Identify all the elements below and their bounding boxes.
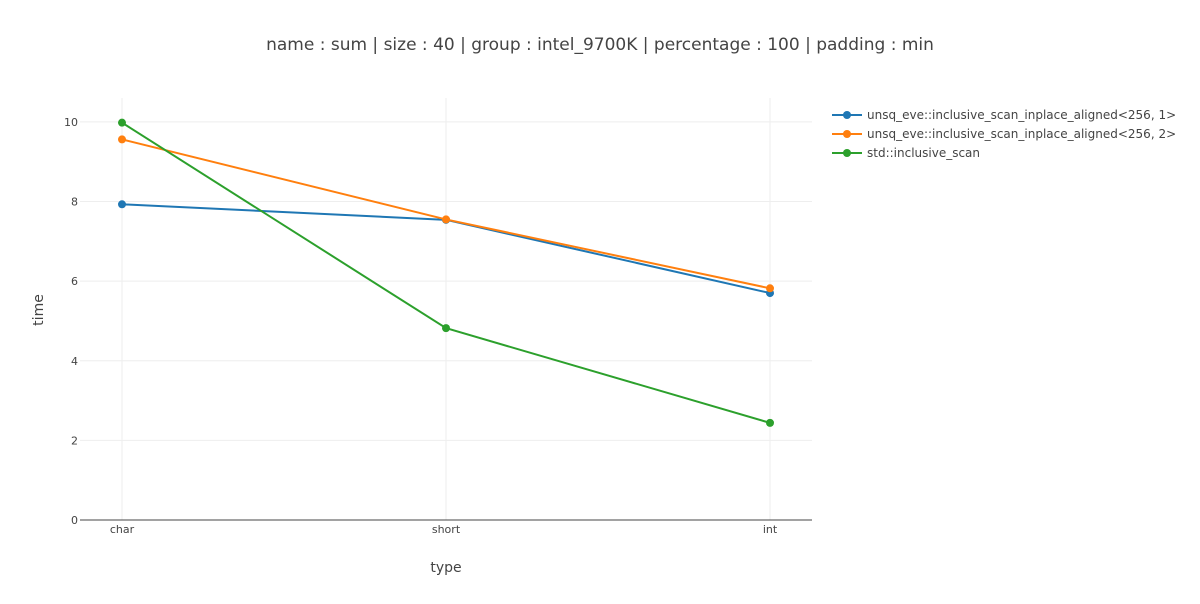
axes: 0 2 4 6 8 10 char short int <box>64 116 812 536</box>
data-point[interactable] <box>118 135 126 144</box>
series-3[interactable] <box>118 118 774 427</box>
data-point[interactable] <box>766 284 774 293</box>
data-point[interactable] <box>766 418 774 427</box>
y-tick-label: 6 <box>71 275 78 288</box>
legend-label: std::inclusive_scan <box>867 146 980 160</box>
legend-marker <box>843 149 851 157</box>
legend-label: unsq_eve::inclusive_scan_inplace_aligned… <box>867 108 1176 122</box>
y-tick-label: 2 <box>71 434 78 447</box>
legend-item[interactable]: unsq_eve::inclusive_scan_inplace_aligned… <box>832 127 1176 141</box>
legend-label: unsq_eve::inclusive_scan_inplace_aligned… <box>867 127 1176 141</box>
x-tick-label: int <box>763 523 778 536</box>
y-tick-label: 8 <box>71 196 78 209</box>
legend-item[interactable]: unsq_eve::inclusive_scan_inplace_aligned… <box>832 108 1176 122</box>
series-2[interactable] <box>118 135 774 293</box>
data-point[interactable] <box>118 118 126 127</box>
y-tick-label: 4 <box>71 355 78 368</box>
x-tick-label: short <box>432 523 461 536</box>
data-point[interactable] <box>442 324 450 333</box>
x-tick-label: char <box>110 523 135 536</box>
legend-item[interactable]: std::inclusive_scan <box>832 146 980 160</box>
y-tick-label: 0 <box>71 514 78 527</box>
x-axis-title: type <box>430 560 461 576</box>
legend-marker <box>843 111 851 119</box>
series-group <box>118 118 774 427</box>
chart-title: name : sum | size : 40 | group : intel_9… <box>266 35 934 55</box>
data-point[interactable] <box>442 215 450 224</box>
gridlines <box>80 98 812 520</box>
legend[interactable]: unsq_eve::inclusive_scan_inplace_aligned… <box>832 108 1176 160</box>
data-point[interactable] <box>118 200 126 209</box>
legend-marker <box>843 130 851 138</box>
y-axis-title: time <box>31 294 47 326</box>
y-tick-label: 10 <box>64 116 78 129</box>
